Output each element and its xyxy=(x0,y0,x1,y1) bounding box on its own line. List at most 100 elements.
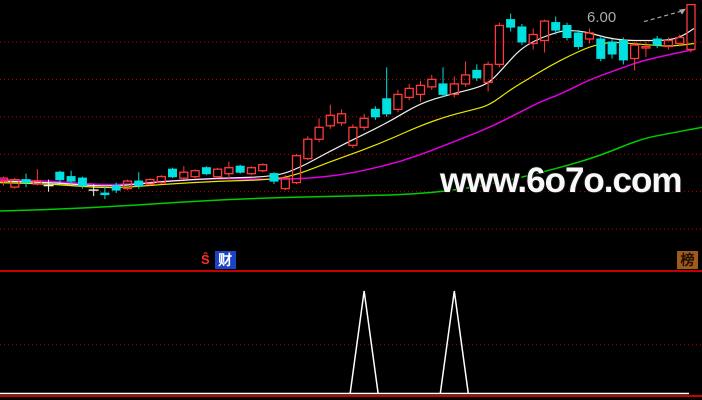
signal-spike xyxy=(439,290,470,394)
annotation-dashed-line xyxy=(643,11,681,23)
candle-body-down xyxy=(235,165,245,173)
candle-body-up xyxy=(449,83,459,96)
candle-body-down xyxy=(370,108,380,118)
candle xyxy=(88,184,99,197)
bang-indicator-chip[interactable]: 榜 xyxy=(677,251,698,269)
candle xyxy=(43,179,54,192)
candle-body-down xyxy=(607,41,617,55)
candle xyxy=(629,42,640,71)
candle-body-up xyxy=(32,180,42,185)
candle xyxy=(100,187,110,200)
price-gridlines xyxy=(0,41,702,230)
candle-body-up xyxy=(359,117,369,128)
toolbar-left-group: Ŝ 财 xyxy=(201,251,236,269)
ma-line-white xyxy=(0,27,695,187)
candle xyxy=(596,36,606,62)
candle-body-down xyxy=(652,38,662,46)
candle-body-down xyxy=(596,38,606,59)
candle xyxy=(551,16,561,35)
candle-body-up xyxy=(336,113,347,124)
candle-body-up xyxy=(325,114,335,127)
candle-body-down xyxy=(21,179,31,184)
candle xyxy=(66,170,76,185)
candle xyxy=(506,13,516,32)
candle xyxy=(122,179,133,191)
signal-s-icon[interactable]: Ŝ xyxy=(201,252,210,267)
candle xyxy=(336,109,347,126)
candle xyxy=(652,36,662,48)
candle-body-down xyxy=(77,177,87,187)
candle-body-up xyxy=(122,180,133,190)
candle-body-down xyxy=(562,25,572,38)
candle-body-up xyxy=(190,170,200,178)
candle xyxy=(145,178,155,186)
candle-body-down xyxy=(517,26,527,43)
candle xyxy=(460,61,471,87)
candle-body-up xyxy=(246,167,257,175)
candle-body-down xyxy=(111,185,121,191)
candle xyxy=(201,166,211,176)
candle-body-up xyxy=(224,167,234,175)
candle xyxy=(21,173,31,188)
candle-body-up xyxy=(303,138,313,160)
candle-body-up xyxy=(483,63,493,84)
candle xyxy=(607,39,617,59)
candle-body-up xyxy=(460,74,471,85)
price-annotation-label: 6.00 xyxy=(587,9,617,26)
candle xyxy=(156,175,166,185)
candle-body-down xyxy=(472,69,482,79)
candle-body-up xyxy=(629,44,640,60)
signal-spike xyxy=(349,290,379,394)
candle xyxy=(224,161,234,180)
candle xyxy=(449,76,459,98)
candle-body-down xyxy=(551,22,561,31)
candle xyxy=(303,136,313,161)
cai-indicator-chip[interactable]: 财 xyxy=(214,251,236,269)
candle xyxy=(325,104,335,129)
candle-body-down xyxy=(201,167,211,175)
candle xyxy=(179,166,189,180)
main-price-chart[interactable]: www.6o7o.com 6.00 xyxy=(0,0,702,250)
candle-body-up xyxy=(427,78,437,88)
candle xyxy=(641,42,651,57)
candle-body-up xyxy=(539,20,550,42)
candle xyxy=(517,24,527,45)
candle-body-down xyxy=(382,98,392,115)
candle-body-up xyxy=(212,168,223,178)
candle-body-up xyxy=(528,33,538,45)
candle xyxy=(111,182,121,194)
signal-indicator-panel[interactable] xyxy=(0,272,702,400)
candle-body-down xyxy=(438,83,448,95)
candle-body-up xyxy=(584,32,595,40)
candle-body-up xyxy=(415,84,426,96)
signal-chart-canvas[interactable] xyxy=(0,272,702,400)
candle-body-up xyxy=(280,177,290,190)
candle-body-up xyxy=(10,178,20,188)
candle xyxy=(427,74,437,90)
candle xyxy=(472,64,482,81)
candle-body-down xyxy=(506,19,516,28)
candle xyxy=(415,80,426,102)
candle-body-up xyxy=(348,126,358,146)
candle xyxy=(494,22,505,68)
candle xyxy=(258,163,268,173)
candle xyxy=(393,89,403,113)
candle-body-up xyxy=(145,178,155,185)
candle-body-up xyxy=(686,3,696,51)
candle-body-down xyxy=(168,168,177,178)
candle-body-up xyxy=(179,171,189,179)
candle-body-up xyxy=(675,36,685,45)
candlestick-chart-canvas[interactable] xyxy=(0,0,702,250)
candle-body-up xyxy=(641,45,651,49)
candle-body-down xyxy=(66,176,76,182)
candle xyxy=(246,166,257,176)
candle-body-up xyxy=(393,93,403,111)
candle xyxy=(675,34,685,47)
candle xyxy=(134,172,144,189)
candle-body-down xyxy=(55,171,65,181)
candle xyxy=(168,167,177,179)
candle-body-down xyxy=(100,192,110,196)
candle xyxy=(663,37,674,50)
candle-body-up xyxy=(663,39,674,48)
